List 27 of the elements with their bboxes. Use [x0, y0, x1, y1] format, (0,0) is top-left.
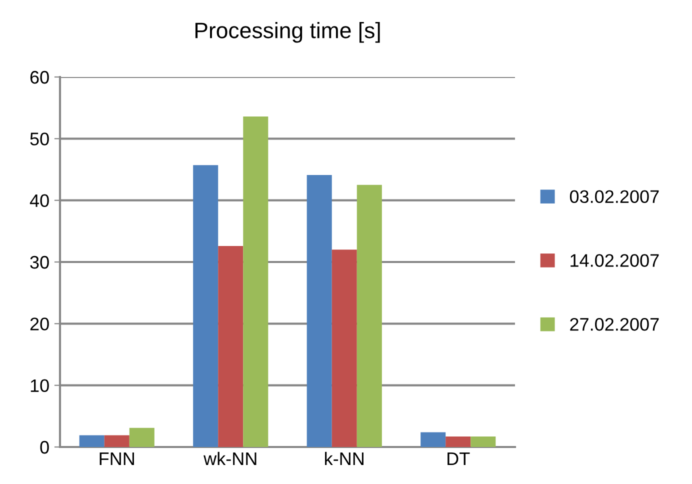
- y-tick-label: 20: [30, 318, 49, 330]
- bar: [129, 428, 154, 447]
- y-tick-label: 10: [30, 379, 49, 392]
- x-tick-label: wk-NN: [204, 452, 256, 465]
- bar: [420, 432, 446, 447]
- y-tick-label: 0: [40, 440, 49, 454]
- bar: [243, 116, 268, 447]
- bar: [306, 175, 332, 447]
- bar: [79, 435, 104, 447]
- legend-label: 03.02.2007: [570, 190, 659, 204]
- bar: [332, 250, 357, 447]
- chart-title: Processing time [s]: [195, 22, 380, 43]
- x-tick-label: DT: [448, 452, 470, 465]
- y-tick-label: 40: [30, 194, 49, 208]
- legend-label: 27.02.2007: [570, 318, 659, 331]
- bar: [193, 165, 218, 447]
- y-tick-label: 30: [30, 256, 49, 269]
- bar: [218, 246, 244, 447]
- x-tick-label: k-NN: [325, 452, 364, 465]
- y-tick-label: 60: [30, 70, 49, 84]
- bar: [470, 436, 496, 447]
- bar: [104, 435, 130, 447]
- x-tick-label: FNN: [100, 452, 134, 465]
- legend-label: 14.02.2007: [570, 254, 659, 267]
- bar: [356, 184, 382, 447]
- bar: [446, 436, 471, 447]
- y-tick-label: 50: [30, 132, 49, 146]
